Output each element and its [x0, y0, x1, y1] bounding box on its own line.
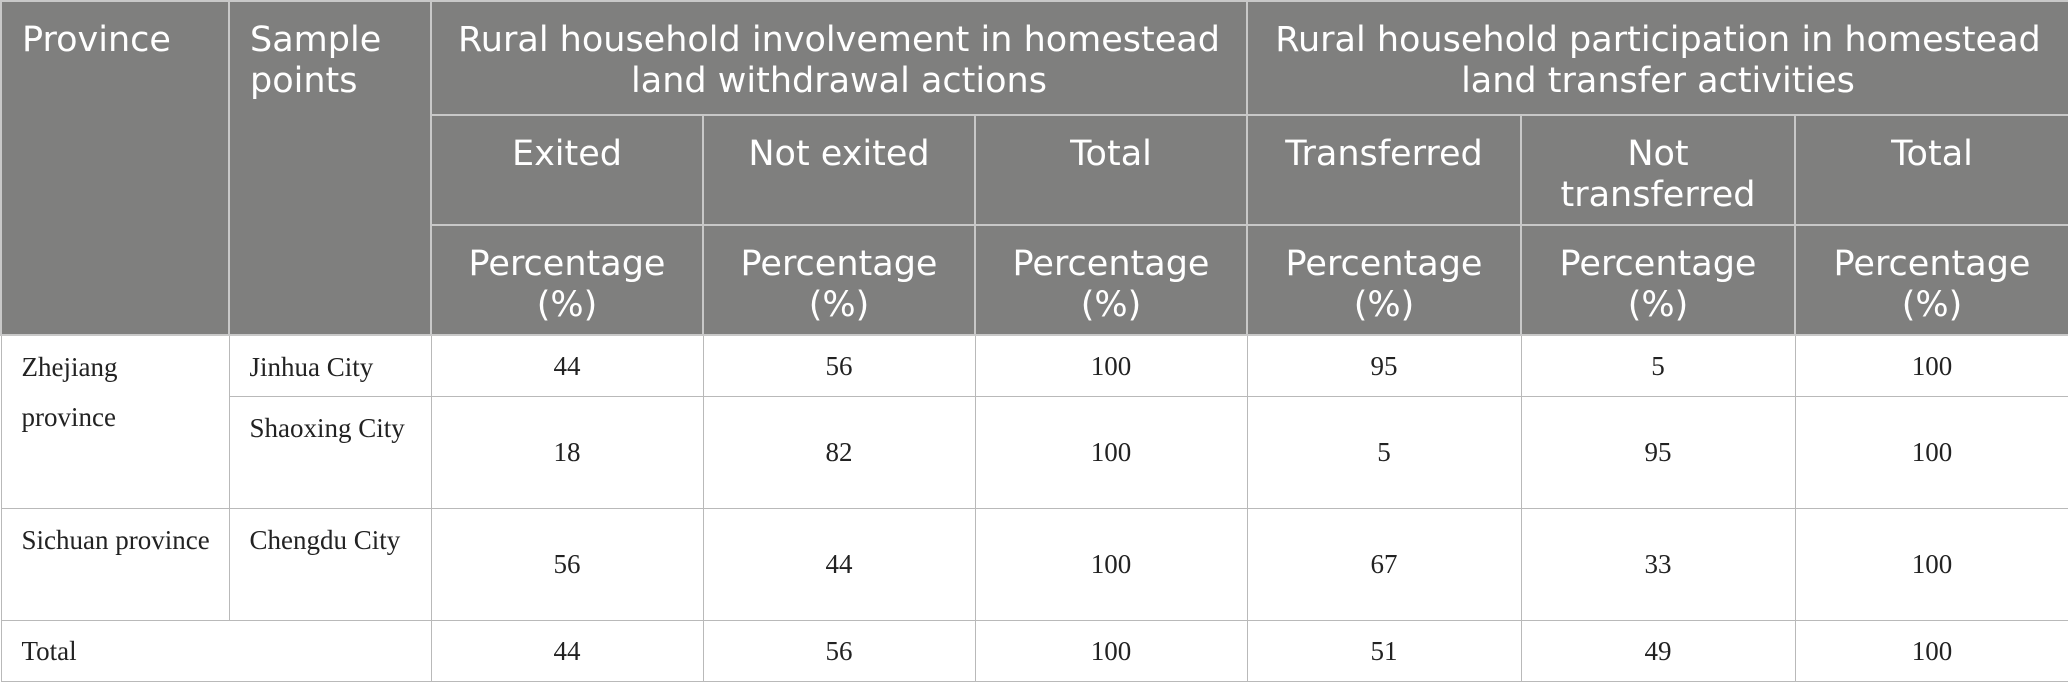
cell-transferred: 51: [1246, 619, 1522, 682]
cell-total-transfer: 100: [1794, 507, 2068, 621]
cell-total-transfer: 100: [1794, 334, 2068, 397]
cell-total-withdrawal: 100: [974, 334, 1248, 397]
header-percentage: Percentage (%): [430, 224, 704, 336]
header-total-withdrawal: Total: [974, 114, 1248, 226]
header-not-exited: Not exited: [702, 114, 976, 226]
cell-total-withdrawal: 100: [974, 507, 1248, 621]
cell-not-exited: 56: [702, 619, 976, 682]
total-row: Total 44 56 100 51 49 100: [0, 619, 2068, 682]
cell-province: Sichuan province: [0, 507, 230, 621]
cell-not-exited: 44: [702, 507, 976, 621]
table-row: Shaoxing City 18 82 100 5 95 100: [1, 395, 2068, 509]
cell-sample-point: Shaoxing City: [228, 395, 432, 509]
cell-transferred: 67: [1246, 507, 1522, 621]
table-body: Zhejiang province Jinhua City 44 56 100 …: [0, 334, 2068, 682]
cell-not-transferred: 33: [1520, 507, 1796, 621]
cell-sample-point: Jinhua City: [228, 334, 432, 397]
cell-exited: 44: [430, 334, 704, 397]
cell-not-exited: 56: [702, 334, 976, 397]
cell-total-withdrawal: 100: [974, 619, 1248, 682]
header-group-transfer: Rural household participation in homeste…: [1246, 0, 2068, 116]
header-row-categories: Exited Not exited Total Transferred Not …: [1, 114, 2068, 226]
header-percentage: Percentage (%): [1520, 224, 1796, 336]
cell-total-transfer: 100: [1794, 395, 2068, 509]
header-province: Province: [0, 0, 230, 336]
cell-transferred: 95: [1246, 334, 1522, 397]
table-row: Zhejiang province Jinhua City 44 56 100 …: [0, 334, 2068, 509]
header-group-withdrawal: Rural household involvement in homestead…: [430, 0, 1248, 116]
header-percentage: Percentage (%): [1794, 224, 2068, 336]
table-header: Province Sample points Rural household i…: [0, 0, 2068, 336]
header-sample-points: Sample points: [228, 0, 432, 336]
cell-total-label: Total: [0, 619, 432, 682]
cell-not-transferred: 95: [1520, 395, 1796, 509]
header-exited: Exited: [430, 114, 704, 226]
header-row-units: Percentage (%) Percentage (%) Percentage…: [1, 224, 2068, 336]
header-percentage: Percentage (%): [1246, 224, 1522, 336]
cell-total-transfer: 100: [1794, 619, 2068, 682]
header-total-transfer: Total: [1794, 114, 2068, 226]
cell-exited: 18: [430, 395, 704, 509]
data-table: Province Sample points Rural household i…: [0, 0, 2068, 682]
cell-sample-point: Chengdu City: [228, 507, 432, 621]
header-percentage: Percentage (%): [974, 224, 1248, 336]
header-transferred: Transferred: [1246, 114, 1522, 226]
cell-transferred: 5: [1246, 395, 1522, 509]
cell-exited: 44: [430, 619, 704, 682]
header-row-groups: Province Sample points Rural household i…: [0, 0, 2068, 336]
header-percentage: Percentage (%): [702, 224, 976, 336]
cell-exited: 56: [430, 507, 704, 621]
cell-not-transferred: 5: [1520, 334, 1796, 397]
header-not-transferred: Not transferred: [1520, 114, 1796, 226]
cell-total-withdrawal: 100: [974, 395, 1248, 509]
table-row: Sichuan province Chengdu City 56 44 100 …: [0, 507, 2068, 621]
cell-province: Zhejiang province: [0, 334, 230, 509]
cell-not-transferred: 49: [1520, 619, 1796, 682]
cell-not-exited: 82: [702, 395, 976, 509]
